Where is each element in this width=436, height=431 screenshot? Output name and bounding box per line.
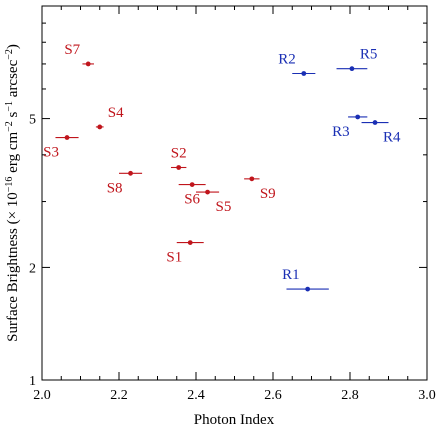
y-title-end: ) bbox=[5, 44, 21, 49]
point-label-r1: R1 bbox=[282, 267, 300, 283]
point-r1 bbox=[305, 286, 311, 292]
point-label-s4: S4 bbox=[108, 105, 124, 121]
y-tick-label: 2 bbox=[29, 261, 36, 276]
point-label-r2: R2 bbox=[278, 51, 296, 67]
x-tick-label: 2.6 bbox=[264, 388, 282, 403]
point-label-s5: S5 bbox=[216, 199, 232, 215]
y-title-mid2: s bbox=[5, 111, 21, 121]
point-label-r3: R3 bbox=[332, 124, 350, 140]
point-label-s2: S2 bbox=[171, 145, 187, 161]
point-label-s9: S9 bbox=[260, 186, 276, 202]
y-title-main: Surface Brightness (× 10 bbox=[5, 192, 21, 342]
axis-ticks bbox=[41, 5, 428, 381]
y-title-exp1: −16 bbox=[4, 177, 15, 193]
point-s3 bbox=[64, 135, 70, 140]
data-points: S1 S2 S3 S4 S5 S6 S7 S8 S9 R1 R2 R3 R4 R5 bbox=[43, 42, 401, 292]
point-s5 bbox=[205, 189, 210, 195]
x-tick-label: 2.2 bbox=[110, 388, 128, 403]
point-r3 bbox=[355, 114, 361, 120]
point-r4 bbox=[372, 120, 378, 125]
point-s7 bbox=[85, 61, 91, 67]
point-s4 bbox=[97, 124, 103, 130]
y-title-exp4: −2 bbox=[4, 49, 15, 60]
x-tick-label: 2.8 bbox=[341, 388, 359, 403]
axis-titles: Photon Index Surface Brightness (× 10−16… bbox=[4, 44, 275, 428]
y-title-exp3: −1 bbox=[4, 101, 15, 112]
x-tick-label: 2.0 bbox=[33, 388, 51, 403]
point-label-r4: R4 bbox=[383, 130, 401, 146]
x-tick-label: 3.0 bbox=[418, 388, 436, 403]
point-s2 bbox=[176, 165, 182, 170]
point-r2 bbox=[301, 71, 307, 76]
point-s8 bbox=[128, 170, 133, 176]
tick-labels: 2.0 2.2 2.4 2.6 2.8 3.0 1 2 5 bbox=[29, 113, 436, 403]
y-title-mid3: arcsec bbox=[5, 59, 21, 101]
x-tick-label: 2.4 bbox=[187, 388, 205, 403]
point-s6 bbox=[189, 182, 195, 188]
point-s1 bbox=[187, 240, 193, 246]
point-r5 bbox=[349, 66, 355, 72]
y-title-exp2: −2 bbox=[4, 121, 15, 132]
point-label-s8: S8 bbox=[107, 180, 123, 196]
y-tick-label: 1 bbox=[29, 374, 36, 389]
y-axis-title: Surface Brightness (× 10−16 erg cm−2 s−1… bbox=[4, 44, 21, 342]
y-tick-label: 5 bbox=[29, 113, 36, 128]
point-label-s3: S3 bbox=[43, 145, 59, 161]
point-s9 bbox=[249, 176, 255, 182]
y-title-mid1: erg cm bbox=[5, 132, 21, 177]
x-axis-title: Photon Index bbox=[194, 412, 275, 428]
point-label-r5: R5 bbox=[360, 47, 378, 63]
point-label-s1: S1 bbox=[166, 250, 182, 266]
point-label-s7: S7 bbox=[64, 42, 80, 58]
point-label-s6: S6 bbox=[184, 192, 200, 208]
